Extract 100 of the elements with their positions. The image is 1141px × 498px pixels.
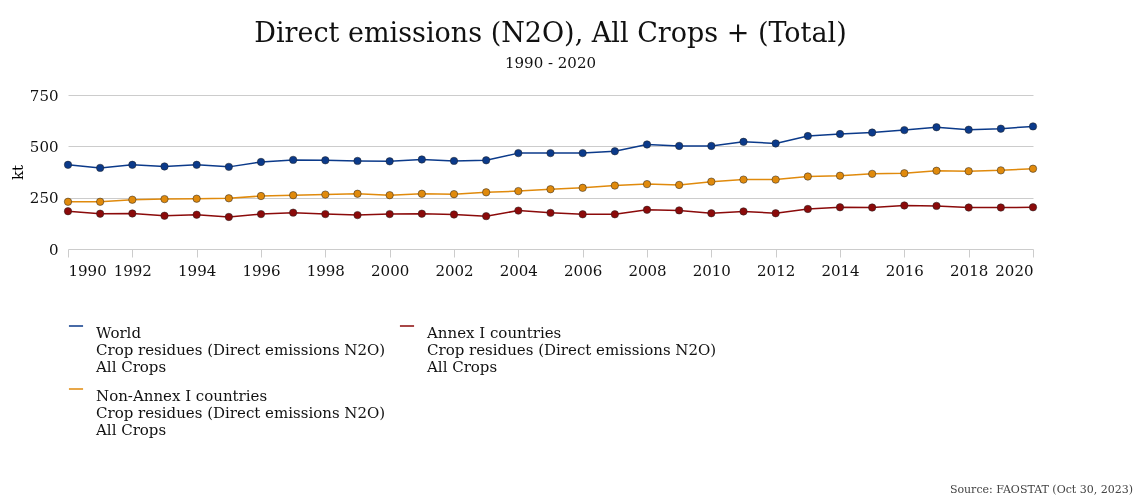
point xyxy=(996,166,1005,175)
point xyxy=(578,149,587,158)
point xyxy=(514,149,523,158)
point xyxy=(353,189,362,198)
point xyxy=(868,203,877,212)
legend-label: World Crop residues (Direct emissions N2O) All Crops xyxy=(95,324,386,376)
point xyxy=(96,197,105,206)
point xyxy=(610,210,619,219)
point xyxy=(417,155,426,164)
point xyxy=(836,203,844,212)
point xyxy=(707,141,716,150)
point xyxy=(417,189,426,198)
x-tick-label: 2014 xyxy=(821,261,860,280)
point xyxy=(224,162,233,171)
point xyxy=(353,211,362,220)
point xyxy=(836,171,844,180)
point xyxy=(900,126,909,135)
point xyxy=(321,210,330,219)
x-tick-label: 2008 xyxy=(628,261,667,280)
point xyxy=(64,207,72,216)
point xyxy=(932,201,941,210)
point xyxy=(610,147,619,156)
legend-label: Annex I countries Crop residues (Direct emissions N2O) All Crops xyxy=(426,324,717,376)
point xyxy=(257,210,265,219)
point xyxy=(675,180,684,189)
point xyxy=(932,166,941,175)
point xyxy=(289,155,298,164)
x-tick-label: 2016 xyxy=(885,261,924,280)
point xyxy=(224,213,233,221)
point xyxy=(64,160,72,169)
point xyxy=(417,209,426,218)
x-tick-label: 2018 xyxy=(950,261,989,280)
point xyxy=(64,197,72,206)
chart-title: Direct emissions (N2O), All Crops + (Total) xyxy=(254,17,847,48)
point xyxy=(257,157,265,166)
point xyxy=(546,185,555,194)
x-tick-label: 2002 xyxy=(435,261,474,280)
point xyxy=(289,208,298,217)
x-tick-label: 1992 xyxy=(113,261,152,280)
point xyxy=(964,167,973,176)
point xyxy=(610,181,619,190)
point xyxy=(964,125,973,134)
point xyxy=(385,191,394,200)
point xyxy=(900,201,909,210)
x-tick-label: 2000 xyxy=(371,261,410,280)
point xyxy=(996,203,1005,212)
point xyxy=(868,169,877,178)
point xyxy=(128,209,137,218)
x-tick-label: 2010 xyxy=(692,261,731,280)
y-tick-label: 500 xyxy=(29,137,59,156)
point xyxy=(996,124,1005,133)
point xyxy=(771,139,780,148)
point xyxy=(385,157,394,166)
point xyxy=(96,209,105,218)
x-tick-label: 1998 xyxy=(306,261,345,280)
chart-subtitle: 1990 - 2020 xyxy=(505,54,596,72)
point xyxy=(643,180,651,189)
y-axis-title: kt xyxy=(8,164,27,181)
point xyxy=(160,211,169,220)
point xyxy=(321,156,330,165)
point xyxy=(771,175,780,184)
point xyxy=(932,123,941,132)
point xyxy=(321,190,330,199)
point xyxy=(450,156,458,165)
point xyxy=(675,141,684,150)
x-tick-label: 1996 xyxy=(242,261,281,280)
point xyxy=(482,156,491,165)
point xyxy=(675,206,684,215)
x-tick-label: 2004 xyxy=(499,261,538,280)
point xyxy=(1029,122,1037,131)
y-tick-label: 0 xyxy=(48,240,59,259)
point xyxy=(192,194,201,203)
point xyxy=(803,172,812,181)
point xyxy=(643,140,651,149)
point xyxy=(96,163,105,172)
point xyxy=(514,187,523,196)
point xyxy=(546,208,555,217)
point xyxy=(128,195,137,204)
point xyxy=(1029,164,1037,173)
point xyxy=(578,210,587,219)
point xyxy=(739,207,748,216)
point xyxy=(450,190,458,199)
point xyxy=(739,137,748,146)
y-tick-label: 750 xyxy=(29,86,59,105)
point xyxy=(450,210,458,219)
point xyxy=(482,188,491,197)
source-note: Source: FAOSTAT (Oct 30, 2023) xyxy=(949,483,1133,496)
point xyxy=(128,160,137,169)
point xyxy=(900,169,909,178)
point xyxy=(192,210,201,219)
point xyxy=(353,156,362,165)
point xyxy=(160,195,169,204)
point xyxy=(964,203,973,212)
point xyxy=(643,205,651,214)
x-tick-label: 2012 xyxy=(757,261,796,280)
point xyxy=(868,128,877,137)
point xyxy=(385,210,394,219)
point xyxy=(482,212,491,221)
point xyxy=(160,162,169,171)
point xyxy=(803,132,812,141)
